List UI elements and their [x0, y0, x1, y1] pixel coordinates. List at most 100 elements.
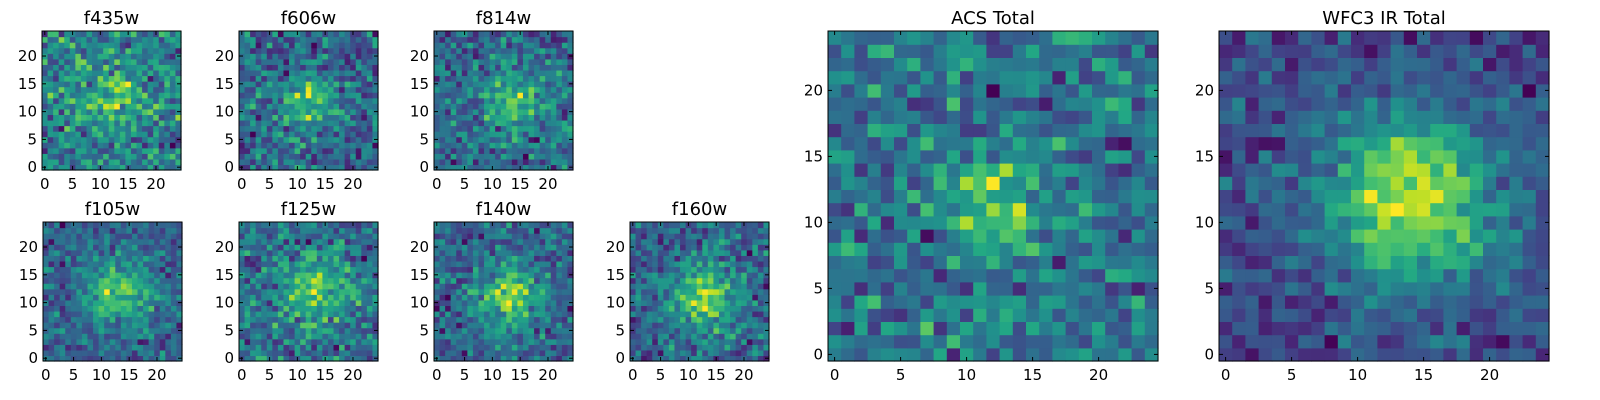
heatmap-cell [702, 227, 709, 234]
heatmap-cell [500, 36, 507, 43]
heatmap-cell [500, 238, 507, 245]
heatmap-cell [131, 233, 139, 240]
heatmap-cell [556, 136, 563, 143]
heatmap-cell [164, 153, 171, 160]
heatmap-cell [255, 299, 262, 306]
heatmap-cell [907, 176, 921, 190]
heatmap-cell [165, 322, 172, 329]
heatmap-cell [361, 81, 368, 88]
heatmap-cell [115, 277, 122, 284]
heatmap-cell [707, 249, 714, 256]
heatmap-cell [741, 344, 748, 351]
heatmap-cell [680, 327, 687, 334]
heatmap-cell [567, 142, 574, 149]
heatmap-cell [170, 338, 178, 345]
heatmap-cell [81, 288, 89, 295]
heatmap-cell [691, 333, 698, 340]
heatmap-cell [87, 233, 94, 240]
heatmap-cell [333, 64, 340, 71]
heatmap-cell [372, 75, 379, 82]
heatmap-cell [534, 355, 541, 362]
heatmap-cell [47, 81, 54, 88]
heatmap-cell [355, 338, 362, 345]
heatmap-cell [556, 305, 563, 312]
heatmap-cell [707, 305, 714, 312]
heatmap-cell [707, 294, 714, 301]
heatmap-cell [567, 288, 574, 295]
heatmap-cell [550, 310, 557, 318]
heatmap-cell [69, 64, 76, 71]
heatmap-cell [511, 266, 518, 273]
heatmap-cell [86, 64, 93, 71]
heatmap-cell [522, 153, 530, 160]
heatmap-cell [461, 277, 468, 284]
heatmap-cell [646, 227, 653, 234]
heatmap-cell [350, 260, 357, 268]
heatmap-cell [663, 327, 670, 334]
heatmap-cell [43, 333, 50, 340]
heatmap-cell [489, 255, 496, 262]
heatmap-cell [104, 338, 111, 345]
heatmap-cell [472, 244, 480, 251]
heatmap-cell [445, 97, 452, 104]
heatmap-cell [439, 266, 446, 273]
heatmap-cell [467, 266, 474, 273]
heatmap-cell [472, 31, 480, 38]
heatmap-cell [495, 36, 502, 43]
heatmap-cell [289, 294, 296, 301]
heatmap-cell [1065, 255, 1080, 270]
heatmap-cell [702, 316, 709, 323]
heatmap-cell [47, 158, 54, 166]
heatmap-cell [361, 238, 368, 245]
heatmap-cell [333, 294, 340, 301]
heatmap-cell [1026, 321, 1040, 336]
heatmap-cell [999, 242, 1014, 256]
heatmap-cell [702, 310, 709, 318]
heatmap-cell [333, 158, 340, 166]
heatmap-cell [244, 327, 251, 334]
heatmap-cell [467, 153, 474, 160]
heatmap-cell [668, 349, 676, 357]
heatmap-cell [467, 249, 474, 256]
heatmap-cell [478, 125, 485, 132]
heatmap-cell [828, 229, 842, 243]
heatmap-cell [344, 238, 351, 245]
heatmap-cell [456, 322, 463, 329]
heatmap-cell [763, 310, 770, 318]
heatmap-cell [119, 42, 126, 49]
heatmap-cell [103, 69, 110, 77]
heatmap-cell [456, 64, 463, 71]
heatmap-cell [119, 153, 126, 160]
heatmap-cell [907, 149, 921, 164]
heatmap-cell [355, 277, 362, 284]
heatmap-cell [1105, 334, 1119, 349]
heatmap-cell [300, 305, 307, 312]
heatmap-cell [136, 58, 143, 65]
heatmap-cell [450, 31, 457, 38]
heatmap-cell [153, 114, 160, 121]
heatmap-cell [668, 255, 676, 262]
heatmap-cell [500, 136, 507, 143]
heatmap-cell [445, 266, 452, 273]
heatmap-cell [439, 299, 446, 306]
heatmap-cell [539, 305, 546, 312]
heatmap-cell [757, 255, 765, 262]
heatmap-cell [158, 92, 165, 99]
heatmap-cell [316, 114, 323, 121]
heatmap-cell [169, 108, 177, 115]
heatmap-cell [272, 158, 279, 166]
heatmap-cell [366, 233, 374, 240]
heatmap-cell [495, 227, 502, 234]
heatmap-cell [350, 136, 357, 143]
heatmap-cell [484, 349, 491, 357]
heatmap-cell [250, 310, 257, 318]
heatmap-cell [657, 322, 664, 329]
heatmap-cell [663, 305, 670, 312]
heatmap-cell [920, 202, 935, 217]
heatmap-cell [946, 242, 961, 256]
heatmap-cell [445, 92, 452, 99]
heatmap-cell [266, 136, 273, 143]
heatmap-cell [176, 233, 183, 240]
heatmap-cell [674, 244, 681, 251]
